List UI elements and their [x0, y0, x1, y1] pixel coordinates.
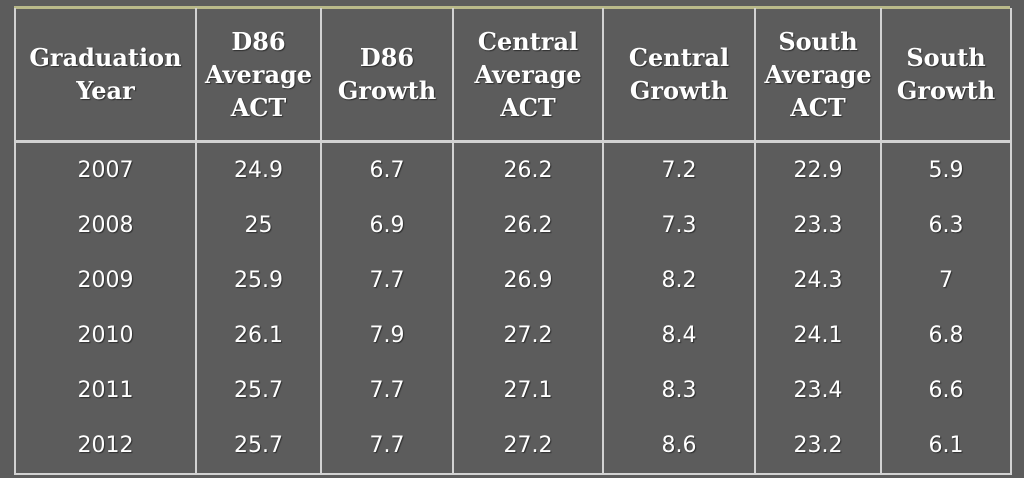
cell-d86-growth: 6.7 — [320, 141, 454, 198]
act-scores-table: Graduation Year D86 Average ACT D86 Grow… — [14, 8, 1012, 475]
cell-d86-average-act: 25.7 — [195, 418, 322, 475]
table-row: 2012 25.7 7.7 27.2 8.6 23.2 6.1 — [14, 418, 1012, 475]
cell-d86-average-act: 25 — [195, 198, 322, 253]
cell-d86-average-act: 25.9 — [195, 253, 322, 308]
header-d86-growth: D86 Growth — [320, 8, 454, 143]
cell-d86-growth: 7.7 — [320, 418, 454, 475]
cell-central-growth: 7.2 — [602, 141, 756, 198]
table-row: 2008 25 6.9 26.2 7.3 23.3 6.3 — [14, 198, 1012, 253]
cell-central-average-act: 27.2 — [452, 418, 604, 475]
header-south-average-act: South Average ACT — [754, 8, 882, 143]
header-row: Graduation Year D86 Average ACT D86 Grow… — [14, 8, 1012, 143]
cell-d86-growth: 7.7 — [320, 253, 454, 308]
cell-d86-average-act: 24.9 — [195, 141, 322, 198]
cell-d86-growth: 7.9 — [320, 308, 454, 363]
cell-central-growth: 7.3 — [602, 198, 756, 253]
cell-d86-average-act: 26.1 — [195, 308, 322, 363]
cell-south-growth: 7 — [880, 253, 1012, 308]
header-south-growth: South Growth — [880, 8, 1012, 143]
cell-year: 2008 — [14, 198, 197, 253]
cell-central-average-act: 26.2 — [452, 141, 604, 198]
cell-south-growth: 6.3 — [880, 198, 1012, 253]
table-row: 2010 26.1 7.9 27.2 8.4 24.1 6.8 — [14, 308, 1012, 363]
cell-central-average-act: 26.9 — [452, 253, 604, 308]
cell-d86-growth: 6.9 — [320, 198, 454, 253]
cell-central-average-act: 27.2 — [452, 308, 604, 363]
cell-south-growth: 6.1 — [880, 418, 1012, 475]
table-row: 2009 25.9 7.7 26.9 8.2 24.3 7 — [14, 253, 1012, 308]
cell-central-growth: 8.3 — [602, 363, 756, 418]
header-central-growth: Central Growth — [602, 8, 756, 143]
cell-central-average-act: 26.2 — [452, 198, 604, 253]
cell-south-growth: 5.9 — [880, 141, 1012, 198]
cell-central-growth: 8.2 — [602, 253, 756, 308]
cell-south-average-act: 22.9 — [754, 141, 882, 198]
cell-central-average-act: 27.1 — [452, 363, 604, 418]
cell-year: 2009 — [14, 253, 197, 308]
table-row: 2007 24.9 6.7 26.2 7.2 22.9 5.9 — [14, 141, 1012, 198]
cell-d86-average-act: 25.7 — [195, 363, 322, 418]
cell-south-average-act: 23.4 — [754, 363, 882, 418]
cell-year: 2007 — [14, 141, 197, 198]
cell-south-growth: 6.6 — [880, 363, 1012, 418]
header-central-average-act: Central Average ACT — [452, 8, 604, 143]
header-graduation-year: Graduation Year — [14, 8, 197, 143]
cell-year: 2010 — [14, 308, 197, 363]
cell-south-average-act: 23.2 — [754, 418, 882, 475]
cell-central-growth: 8.4 — [602, 308, 756, 363]
header-d86-average-act: D86 Average ACT — [195, 8, 322, 143]
cell-south-average-act: 24.1 — [754, 308, 882, 363]
cell-central-growth: 8.6 — [602, 418, 756, 475]
table-row: 2011 25.7 7.7 27.1 8.3 23.4 6.6 — [14, 363, 1012, 418]
cell-south-growth: 6.8 — [880, 308, 1012, 363]
accent-rule — [14, 6, 1010, 9]
cell-d86-growth: 7.7 — [320, 363, 454, 418]
cell-south-average-act: 23.3 — [754, 198, 882, 253]
cell-south-average-act: 24.3 — [754, 253, 882, 308]
cell-year: 2011 — [14, 363, 197, 418]
cell-year: 2012 — [14, 418, 197, 475]
